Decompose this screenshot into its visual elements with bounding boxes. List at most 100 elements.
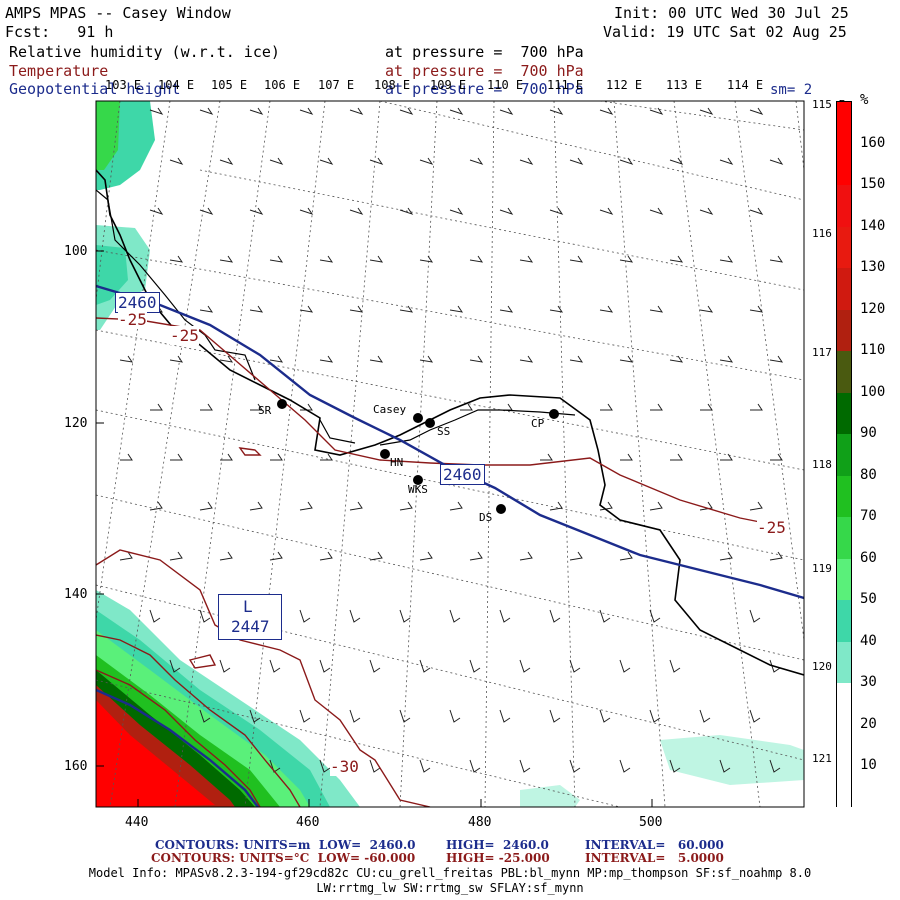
- temp-contour-label: -25: [757, 518, 786, 537]
- temperature-contours: [96, 317, 761, 807]
- colorbar-segment: [837, 268, 851, 310]
- rh-shade: [520, 785, 580, 807]
- lon-label: 113 E: [666, 78, 703, 92]
- footer-height-units: CONTOURS: UNITS=m LOW= 2460.0: [155, 838, 416, 852]
- lon-label: 110 E: [487, 78, 524, 92]
- colorbar-segment: [837, 143, 851, 186]
- x-label: 460: [296, 815, 320, 830]
- y-label: 100: [64, 244, 88, 259]
- y-label: 160: [64, 759, 88, 774]
- map-frame: [95, 100, 805, 808]
- x-label: 480: [468, 815, 492, 830]
- height-contour-label: 2460: [440, 464, 485, 485]
- init-time: Init: 00 UTC Wed 30 Jul 25: [614, 4, 849, 22]
- footer-temp-interval: INTERVAL= 5.0000: [585, 851, 724, 865]
- model-info: Model Info: MPASv8.2.3-194-gf29cd82c CU:…: [88, 866, 812, 880]
- station-dot: [496, 504, 506, 514]
- field-height-name: Geopotential height: [9, 80, 181, 98]
- colorbar-level-label: 20: [860, 715, 877, 732]
- colorbar-segment: [837, 600, 851, 642]
- footer-height-interval: INTERVAL= 60.000: [585, 838, 724, 852]
- footer-temp-high: HIGH= -25.000: [446, 851, 550, 865]
- colorbar-level-label: 60: [860, 549, 877, 566]
- field-height-level: at pressure = 700 hPa: [385, 80, 584, 98]
- colorbar-level-label: 80: [860, 466, 877, 483]
- station-label: HN: [390, 456, 404, 469]
- x-label: 500: [639, 815, 663, 830]
- lon-label: 109 E: [430, 78, 467, 92]
- station-label: DS: [479, 511, 493, 524]
- coastline: [319, 419, 356, 444]
- low-value: 2447: [231, 617, 270, 636]
- station-label: Casey: [373, 403, 407, 416]
- lon-label: 107 E: [318, 78, 355, 92]
- height-contour-label: 2460: [115, 292, 160, 313]
- station-dot: [425, 418, 435, 428]
- colorbar-level-label: 90: [860, 425, 877, 442]
- colorbar-level-label: 10: [860, 757, 877, 774]
- colorbar-segment: [837, 102, 851, 144]
- colorbar-segment: [837, 392, 851, 435]
- colorbar-level-label: 150: [860, 176, 886, 193]
- y-label: 140: [64, 587, 88, 602]
- footer-height-high: HIGH= 2460.0: [446, 838, 549, 852]
- temp-contour-label: -25: [118, 310, 147, 329]
- colorbar-segment: [837, 185, 851, 227]
- field-rh-name: Relative humidity (w.r.t. ice): [9, 43, 280, 61]
- colorbar-level-label: 50: [860, 591, 877, 608]
- station-label: CP: [531, 417, 545, 430]
- station-dot: [277, 399, 287, 409]
- rh-shade: [660, 735, 804, 785]
- temp-contour-label: -25: [170, 326, 199, 345]
- station-label: WKS: [408, 483, 428, 496]
- colorbar-segment: [837, 641, 851, 684]
- colorbar-segment: [837, 724, 851, 767]
- colorbar-level-label: 140: [860, 217, 886, 234]
- lon-label: 103 E: [105, 78, 142, 92]
- coastline: [379, 409, 576, 446]
- colorbar-segment: [837, 766, 851, 808]
- lon-label: 108 E: [374, 78, 411, 92]
- colorbar-segment: [837, 683, 851, 725]
- colorbar-level-label: 30: [860, 674, 877, 691]
- y-label: 120: [64, 416, 88, 431]
- colorbar-level-label: 130: [860, 259, 886, 276]
- colorbar-segment: [837, 475, 851, 518]
- colorbar-level-label: 100: [860, 383, 886, 400]
- colorbar-level-label: 40: [860, 632, 877, 649]
- colorbar-segment: [837, 434, 851, 476]
- station-dot: [413, 475, 423, 485]
- rh-shade: [96, 700, 215, 807]
- colorbar-level-label: 120: [860, 300, 886, 317]
- lon-label: 111 E: [547, 78, 584, 92]
- colorbar-unit: %: [860, 92, 869, 108]
- lon-label: 114 E: [727, 78, 764, 92]
- lon-label: 106 E: [264, 78, 301, 92]
- low-letter: L: [243, 597, 253, 616]
- lon-label: 112 E: [606, 78, 643, 92]
- station-label: SS: [437, 425, 451, 438]
- lon-label: 105 E: [211, 78, 248, 92]
- rh-shade: [96, 101, 120, 170]
- station-label: SR: [258, 404, 272, 417]
- colorbar-segment: [837, 351, 851, 393]
- x-label: 440: [125, 815, 149, 830]
- model-info-physics: LW:rrtmg_lw SW:rrtmg_sw SFLAY:sf_mynn: [316, 881, 584, 895]
- station-dot: [549, 409, 559, 419]
- footer-temp-units: CONTOURS: UNITS=°C LOW= -60.000: [151, 851, 416, 865]
- plot-title: AMPS MPAS -- Casey Window: [5, 4, 231, 22]
- coastline: [96, 189, 256, 381]
- low-pressure-box: L 2447: [218, 594, 282, 640]
- field-temp-name: Temperature: [9, 62, 109, 80]
- colorbar-segment: [837, 226, 851, 269]
- colorbar-segment: [837, 558, 851, 601]
- field-temp-level: at pressure = 700 hPa: [385, 62, 584, 80]
- colorbar-segment: [837, 309, 851, 352]
- lon-label: 104 E: [158, 78, 195, 92]
- station-dot: [380, 449, 390, 459]
- colorbar-level-label: 70: [860, 508, 877, 525]
- field-rh-level: at pressure = 700 hPa: [385, 43, 584, 61]
- temp-contour-label: -30: [330, 757, 359, 776]
- smoothing-label: sm= 2: [770, 82, 813, 98]
